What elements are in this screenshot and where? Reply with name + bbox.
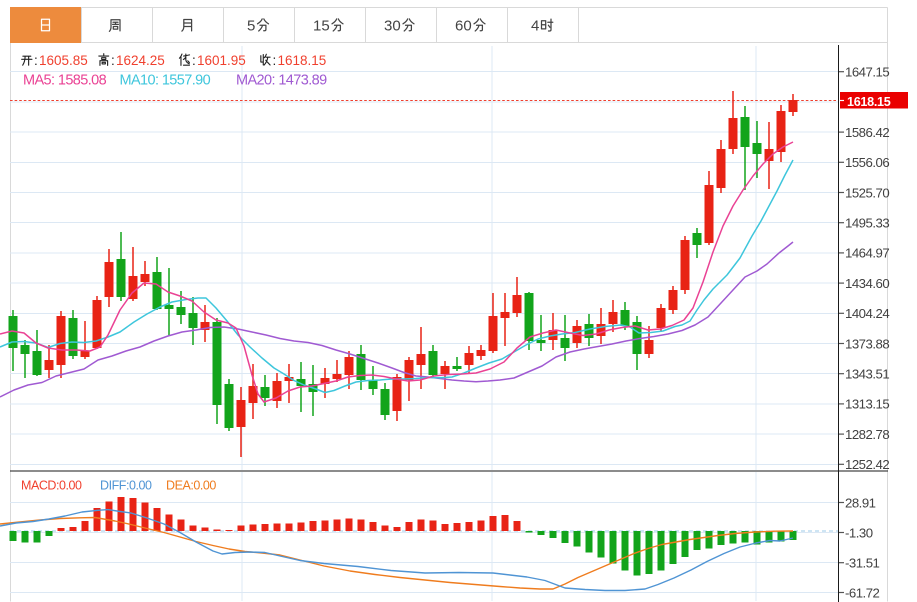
svg-text:1404.24: 1404.24 [845, 306, 889, 321]
svg-text:1624.25: 1624.25 [116, 53, 165, 68]
svg-text:DIFF:0.00: DIFF:0.00 [100, 479, 152, 493]
svg-text:1373.88: 1373.88 [845, 336, 889, 351]
svg-text:60: 60 [455, 18, 472, 35]
svg-text:30: 30 [384, 18, 401, 35]
svg-text:1434.60: 1434.60 [845, 276, 889, 291]
svg-text:MA20: 1473.89: MA20: 1473.89 [236, 72, 327, 88]
svg-text:1605.85: 1605.85 [39, 53, 88, 68]
svg-text:1252.42: 1252.42 [845, 457, 889, 472]
svg-text:5: 5 [247, 18, 255, 35]
svg-text:MACD:0.00: MACD:0.00 [21, 479, 82, 493]
svg-text:1343.51: 1343.51 [845, 367, 889, 382]
svg-text:1647.15: 1647.15 [845, 65, 889, 80]
svg-text:1464.97: 1464.97 [845, 246, 889, 261]
svg-text:1495.33: 1495.33 [845, 216, 889, 231]
svg-text:4: 4 [531, 18, 539, 35]
svg-text:1601.95: 1601.95 [197, 53, 246, 68]
svg-text:1282.78: 1282.78 [845, 427, 889, 442]
svg-text:1618.15: 1618.15 [278, 53, 327, 68]
svg-text:1313.15: 1313.15 [845, 397, 889, 412]
svg-text:1618.15: 1618.15 [847, 95, 891, 109]
svg-text:1525.70: 1525.70 [845, 185, 889, 200]
svg-text:DEA:0.00: DEA:0.00 [166, 479, 216, 493]
svg-text::: : [273, 53, 277, 68]
svg-text:1586.42: 1586.42 [845, 125, 889, 140]
svg-text::: : [111, 53, 115, 68]
svg-text::: : [34, 53, 38, 68]
svg-text:-61.72: -61.72 [845, 585, 880, 600]
svg-text:MA5: 1585.08: MA5: 1585.08 [23, 72, 107, 88]
svg-text:15: 15 [313, 18, 330, 35]
svg-text:MA10: 1557.90: MA10: 1557.90 [120, 72, 211, 88]
svg-text:-31.51: -31.51 [845, 556, 880, 571]
svg-text::: : [192, 53, 196, 68]
svg-text:28.91: 28.91 [845, 495, 876, 510]
svg-text:-1.30: -1.30 [845, 525, 873, 540]
svg-text:1556.06: 1556.06 [845, 155, 889, 170]
